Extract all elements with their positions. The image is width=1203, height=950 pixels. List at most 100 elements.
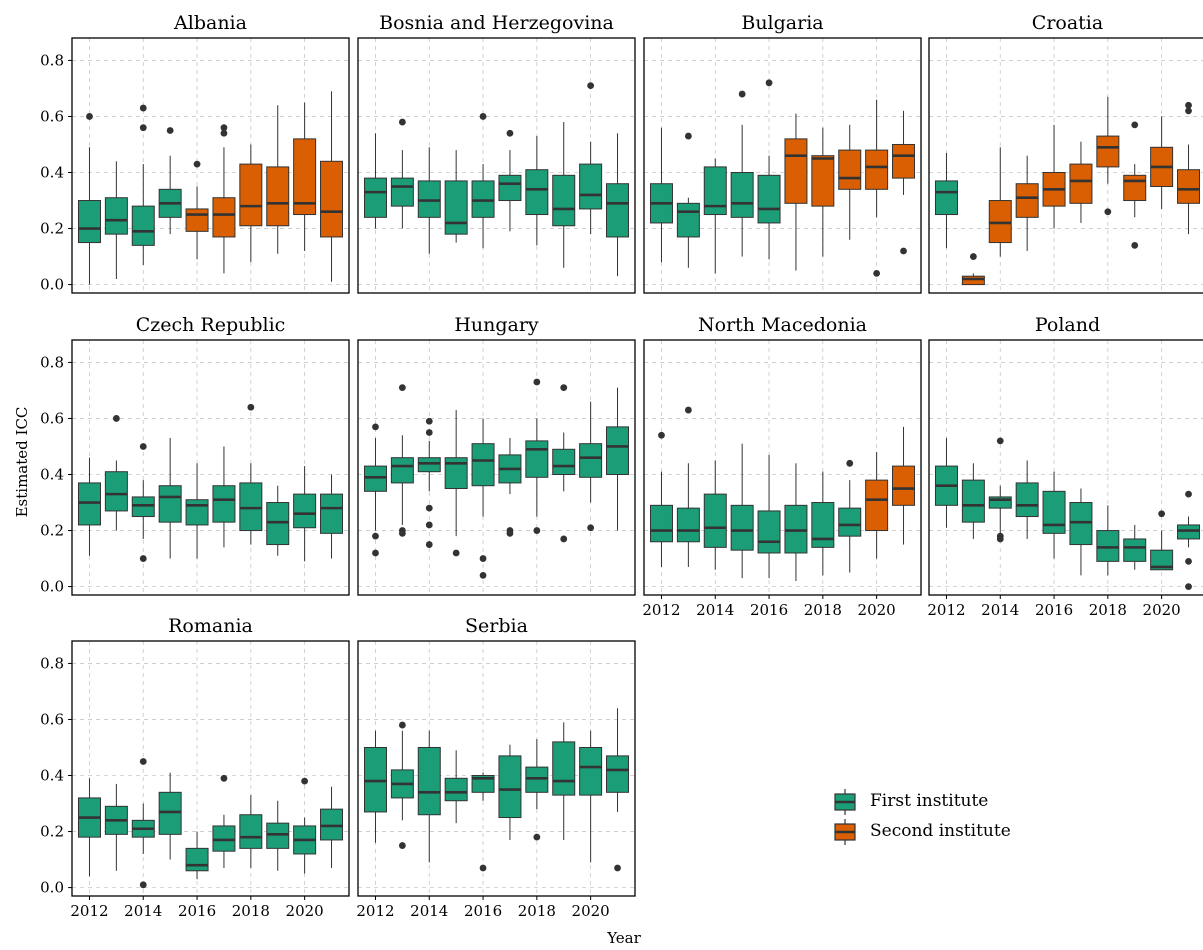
box-iqr xyxy=(579,163,603,210)
box-bosnia-and-herzegovina-2016 xyxy=(471,113,495,249)
outlier-point xyxy=(560,535,568,543)
panel-serbia: Serbia 2012 2014 2016 2018 2020 xyxy=(356,615,636,920)
box-bosnia-and-herzegovina-2015 xyxy=(444,150,468,243)
outlier-point xyxy=(139,758,147,765)
box-serbia-2021 xyxy=(606,708,630,872)
box-iqr xyxy=(212,825,236,852)
box-iqr xyxy=(266,502,290,546)
box-hungary-2021 xyxy=(606,387,630,531)
box-north-macedonia-2017 xyxy=(784,463,808,581)
box-iqr xyxy=(988,200,1012,244)
box-croatia-2020 xyxy=(1150,116,1174,209)
outlier-point xyxy=(846,459,854,467)
y-tick-label: 0.0 xyxy=(40,276,64,294)
box-bulgaria-2020 xyxy=(865,99,889,277)
box-czech-republic-2020 xyxy=(293,466,317,562)
box-iqr xyxy=(961,275,985,286)
box-iqr xyxy=(1042,490,1066,534)
x-tick-label: 2016 xyxy=(464,902,502,920)
outlier-point xyxy=(479,571,487,579)
box-iqr xyxy=(444,180,468,235)
box-north-macedonia-2019 xyxy=(838,459,862,573)
box-iqr xyxy=(676,507,700,543)
outlier-point xyxy=(301,777,309,785)
panel-bosnia-and-herzegovina: Bosnia and Herzegovina xyxy=(357,12,636,294)
outlier-point xyxy=(139,555,147,562)
box-iqr xyxy=(1069,163,1093,204)
box-iqr xyxy=(811,502,835,548)
x-axis-title: Year xyxy=(606,929,641,947)
outlier-point xyxy=(425,541,433,548)
box-iqr xyxy=(1150,549,1174,571)
outlier-point xyxy=(684,406,692,414)
outlier-point xyxy=(1131,121,1139,129)
box-hungary-2020 xyxy=(579,401,603,532)
panel-border-bosnia-and-herzegovina xyxy=(357,37,636,294)
box-iqr xyxy=(417,457,441,473)
outlier-point xyxy=(139,443,147,450)
box-iqr xyxy=(1069,502,1093,546)
box-iqr xyxy=(892,465,916,506)
box-poland-2020 xyxy=(1150,510,1174,571)
panel-border-north-macedonia xyxy=(643,339,922,596)
outlier-point xyxy=(425,521,433,529)
box-iqr xyxy=(579,746,603,796)
y-tick-label: 0.2 xyxy=(40,823,64,841)
outlier-point xyxy=(1185,490,1192,498)
box-iqr xyxy=(417,180,441,218)
x-tick-label: 2014 xyxy=(124,902,162,920)
box-bulgaria-2012 xyxy=(649,127,673,263)
outlier-point xyxy=(139,881,147,889)
x-tick-label: 2018 xyxy=(1089,601,1127,619)
box-czech-republic-2019 xyxy=(266,485,290,556)
outlier-point xyxy=(372,549,379,557)
outlier-point xyxy=(560,384,568,392)
outlier-point xyxy=(398,529,406,537)
x-tick-label: 2014 xyxy=(696,601,734,619)
legend-key-second-institute xyxy=(834,819,856,845)
box-croatia-2019 xyxy=(1123,121,1147,249)
box-iqr xyxy=(158,791,182,835)
outlier-point xyxy=(533,527,541,534)
box-north-macedonia-2012 xyxy=(649,431,673,567)
outlier-point xyxy=(139,124,147,132)
box-iqr xyxy=(239,163,263,227)
box-iqr xyxy=(1096,135,1120,168)
panel-poland: Poland 2012 2014 2016 2018 2020 xyxy=(927,314,1203,619)
box-iqr xyxy=(784,138,808,204)
box-bulgaria-2018 xyxy=(811,127,835,257)
panel-border-bulgaria xyxy=(643,37,922,294)
outlier-point xyxy=(587,524,595,532)
outlier-point xyxy=(587,82,595,90)
panel-albania: Albania 0.0 0.2 0.4 0.6 0.8 xyxy=(40,12,350,294)
box-iqr xyxy=(838,507,862,537)
box-bulgaria-2014 xyxy=(703,158,727,274)
box-iqr xyxy=(471,775,495,793)
x-tick-label: 2014 xyxy=(410,902,448,920)
box-iqr xyxy=(131,205,155,246)
outlier-point xyxy=(873,269,881,277)
box-albania-2020 xyxy=(293,102,317,251)
legend-label-second-institute: Second institute xyxy=(870,821,1011,841)
outlier-point xyxy=(220,124,228,132)
box-bulgaria-2013 xyxy=(676,132,700,268)
box-iqr xyxy=(988,496,1012,509)
panel-czech-republic: Czech Republic 0.0 0.2 0.4 0.6 0.8 xyxy=(40,314,350,596)
box-iqr xyxy=(444,457,468,490)
outlier-point xyxy=(969,253,977,260)
x-tick-label: 2018 xyxy=(518,902,556,920)
outlier-point xyxy=(506,529,514,537)
y-tick-label: 0.8 xyxy=(40,51,64,69)
box-north-macedonia-2013 xyxy=(676,406,700,567)
outlier-point xyxy=(166,127,174,134)
box-romania-2020 xyxy=(293,777,317,874)
outlier-point xyxy=(398,118,406,126)
box-hungary-2015 xyxy=(444,410,468,557)
x-tick-label: 2020 xyxy=(1143,601,1181,619)
box-iqr xyxy=(212,485,236,523)
box-albania-2013 xyxy=(104,161,128,279)
box-iqr xyxy=(892,143,916,179)
legend-item-first-institute: First institute xyxy=(830,787,1070,817)
box-iqr xyxy=(498,174,522,202)
outlier-point xyxy=(452,549,460,557)
